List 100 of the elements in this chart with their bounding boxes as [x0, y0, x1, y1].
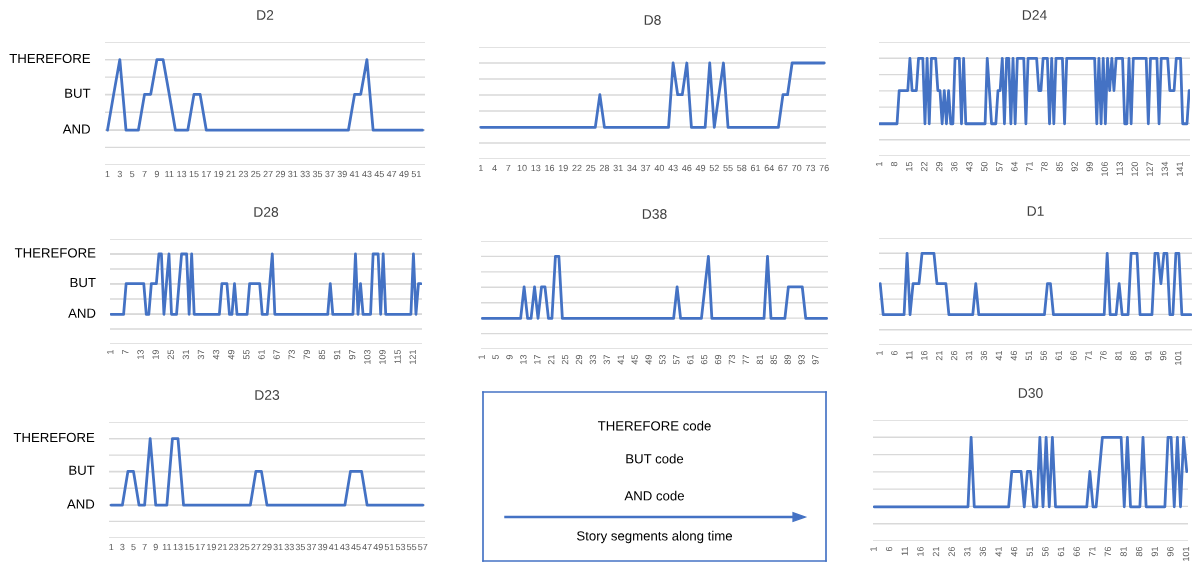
chart-title: D24 [1022, 10, 1047, 20]
x-tick-label: 65 [700, 354, 708, 365]
x-tick-label: 39 [337, 170, 347, 178]
x-tick-label: 69 [714, 354, 722, 365]
x-tick-label: 19 [214, 170, 224, 178]
x-tick-label: 81 [1120, 547, 1127, 557]
x-tick-label: 19 [152, 349, 159, 359]
x-tick-label: 31 [273, 543, 283, 551]
x-tick-label: 26 [950, 350, 958, 361]
x-tick-label: 66 [1073, 546, 1080, 557]
x-tick-label: 92 [1071, 162, 1078, 172]
x-tick-label: 55 [723, 164, 733, 172]
x-tick-label: 1 [107, 350, 114, 354]
x-tick-label: 86 [1130, 350, 1137, 361]
x-tick-label: 29 [262, 543, 272, 551]
x-tick-label: 61 [750, 164, 761, 172]
x-tick-label: 57 [418, 543, 428, 551]
x-tick-label: 21 [935, 351, 943, 361]
x-tick-label: 99 [1086, 161, 1093, 172]
x-tick-label: 73 [728, 354, 736, 365]
chart-title: D1 [1027, 206, 1044, 216]
x-tick-label: 141 [1176, 161, 1183, 176]
x-tick-label: 1 [870, 547, 877, 551]
x-tick-label: 115 [394, 349, 401, 364]
x-tick-label: 67 [778, 164, 788, 172]
x-tick-label: 93 [798, 354, 805, 365]
x-tick-label: 71 [1026, 162, 1033, 172]
x-tick-label: 37 [306, 543, 317, 551]
chart-title: D2 [257, 10, 274, 20]
x-tick-label: 23 [229, 543, 239, 551]
ref-line-label: BUT [65, 88, 91, 98]
x-tick-label: 21 [547, 355, 555, 365]
x-tick-label: 78 [1041, 161, 1048, 172]
chart-title: D23 [255, 390, 280, 400]
x-tick-label: 25 [586, 164, 596, 172]
x-tick-label: 53 [395, 543, 406, 551]
x-tick-label: 73 [805, 164, 816, 172]
x-tick-label: 7 [142, 543, 147, 551]
x-tick-label: 81 [756, 355, 763, 365]
x-tick-label: 89 [784, 354, 791, 365]
x-tick-label: 7 [122, 350, 129, 355]
x-tick-label: 17 [201, 170, 211, 178]
x-tick-label: 11 [162, 543, 172, 551]
x-tick-label: 49 [645, 354, 652, 365]
x-tick-label: 57 [673, 355, 680, 365]
x-tick-label: 45 [351, 543, 361, 551]
x-tick-label: 34 [627, 164, 637, 172]
x-tick-label: 8 [890, 161, 898, 167]
x-tick-label: 109 [379, 349, 386, 364]
x-tick-label: 96 [1167, 546, 1174, 557]
x-tick-label: 6 [885, 546, 893, 552]
x-tick-label: 85 [770, 354, 777, 365]
x-tick-label: 9 [506, 354, 513, 360]
x-tick-label: 91 [333, 350, 341, 360]
x-tick-label: 5 [130, 170, 135, 178]
x-tick-label: 37 [325, 170, 335, 178]
x-tick-label: 11 [165, 170, 174, 178]
x-tick-label: 56 [1042, 546, 1049, 557]
x-tick-label: 43 [966, 161, 973, 172]
x-tick-label: 11 [901, 547, 908, 556]
x-tick-label: 134 [1161, 161, 1168, 176]
x-tick-label: 49 [373, 543, 383, 551]
ref-line-label: BUT [69, 465, 95, 475]
x-tick-label: 45 [374, 170, 384, 178]
x-tick-label: 15 [184, 543, 194, 551]
ref-line-label: THEREFORE [14, 248, 96, 258]
x-tick-label: 58 [737, 164, 747, 172]
x-tick-label: 103 [364, 349, 371, 364]
x-tick-label: 21 [226, 170, 236, 178]
x-tick-label: 36 [979, 546, 987, 557]
x-tick-label: 22 [920, 162, 928, 172]
x-tick-label: 49 [399, 170, 409, 178]
text: AND code [624, 490, 684, 501]
x-tick-label: 35 [295, 543, 306, 551]
x-tick-label: 71 [1089, 547, 1096, 557]
x-tick-label: 15 [906, 161, 913, 171]
x-tick-label: 127 [1146, 162, 1153, 176]
chart-title: D28 [254, 207, 279, 217]
ref-line-label: AND [62, 124, 90, 134]
x-tick-label: 85 [1056, 161, 1063, 172]
x-tick-label: 47 [386, 170, 397, 178]
x-tick-label: 1 [875, 162, 883, 166]
x-tick-label: 22 [572, 164, 582, 172]
x-tick-label: 64 [1011, 161, 1018, 172]
x-tick-label: 29 [936, 161, 943, 172]
x-tick-label: 31 [965, 351, 973, 361]
x-tick-label: 76 [1104, 546, 1112, 557]
x-tick-label: 61 [258, 350, 265, 360]
x-tick-label: 17 [195, 543, 205, 551]
x-tick-label: 25 [167, 349, 174, 360]
x-tick-label: 101 [1182, 546, 1190, 561]
x-tick-label: 19 [558, 164, 568, 172]
x-tick-label: 47 [362, 543, 372, 551]
x-tick-label: 55 [406, 543, 417, 551]
x-tick-label: 91 [1151, 547, 1158, 557]
x-tick-label: 10 [517, 164, 527, 172]
ref-line-label: BUT [70, 278, 96, 288]
x-tick-label: 57 [996, 162, 1003, 172]
x-tick-label: 31 [613, 164, 623, 172]
x-tick-label: 41 [995, 547, 1002, 557]
